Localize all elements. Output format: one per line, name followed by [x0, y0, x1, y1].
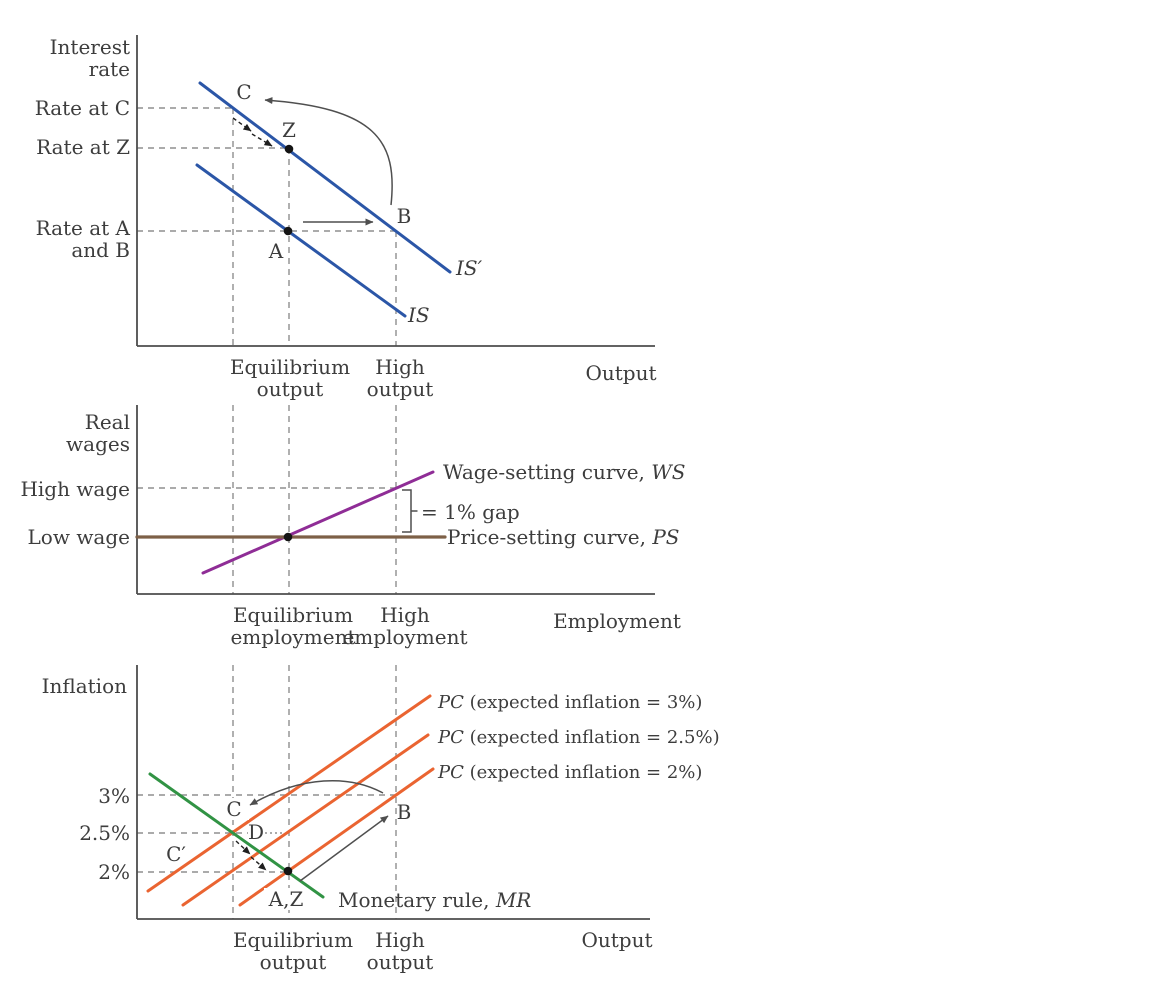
top-y-axis-title: Interest rate: [49, 35, 130, 81]
top-ytick-rate-at-ab: Rate at A and B: [35, 216, 130, 262]
curved-shift-arrow: [264, 97, 393, 206]
top-xtick-high-output: High output: [366, 355, 434, 401]
ps-curve-label: Price-setting curve, PS: [447, 525, 680, 549]
phillips-curve-diagram: [136, 665, 650, 920]
bottom-point-d-label: D: [247, 820, 265, 844]
bottom-ytick-3pct: 3%: [98, 784, 130, 808]
bottom-point-b-label: B: [396, 800, 412, 824]
labour-market-diagram: [135, 405, 655, 595]
top-ytick-rate-at-z: Rate at Z: [36, 135, 130, 159]
equilibrium-point-dot: [283, 866, 293, 876]
top-point-z-label: Z: [282, 118, 296, 142]
PC-3pct-curve: [146, 694, 432, 893]
pc-3pct-curve-label: PC (expected inflation = 3%): [438, 692, 703, 713]
bottom-ytick-2-5pct: 2.5%: [79, 821, 130, 845]
equilibrium-point-dot: [283, 226, 293, 236]
bottom-x-axis-title: Output: [581, 928, 653, 952]
is-prime-curve-label: IS′: [456, 256, 483, 280]
bottom-xtick-equilibrium-output: Equilibrium output: [232, 928, 354, 974]
middle-x-axis-title: Employment: [553, 609, 681, 633]
PC-2-5pct-curve: [181, 733, 430, 907]
bottom-point-az-label: A,Z: [264, 888, 308, 910]
middle-ytick-low-wage: Low wage: [27, 525, 130, 549]
pc-2-5pct-curve-label: PC (expected inflation = 2.5%): [438, 727, 720, 748]
bottom-ytick-2pct: 2%: [98, 860, 130, 884]
is-curve-label: IS: [408, 303, 430, 327]
middle-ytick-high-wage: High wage: [20, 477, 130, 501]
curved-shift-arrow: [249, 780, 384, 806]
one-percent-gap-label: = 1% gap: [421, 500, 520, 524]
gap-bracket: [402, 489, 418, 533]
adjustment-dashed-arrow: [250, 856, 267, 871]
mr-curve-label: Monetary rule, MR: [338, 888, 532, 912]
ws-curve-label: Wage-setting curve, WS: [443, 460, 686, 484]
top-point-a-label: A: [268, 239, 284, 263]
IS-prime-curve: [198, 81, 452, 274]
WS-curve: [201, 470, 435, 575]
equilibrium-point-dot: [284, 144, 294, 154]
bottom-point-c-label: C: [219, 798, 249, 820]
bottom-y-axis-title: Inflation: [41, 674, 127, 698]
bottom-xtick-high-output: High output: [366, 928, 434, 974]
top-xtick-equilibrium-output: Equilibrium output: [229, 355, 351, 401]
MR-curve: [148, 772, 325, 899]
adjustment-dashed-arrow: [251, 133, 273, 147]
pc-2pct-curve-label: PC (expected inflation = 2%): [438, 762, 703, 783]
top-point-c-label: C: [236, 80, 252, 104]
shift-arrow: [299, 815, 389, 882]
middle-y-axis-title: Real wages: [66, 410, 130, 456]
IS-curve: [195, 163, 407, 318]
middle-xtick-equilibrium-employment: Equilibrium employment: [230, 603, 356, 649]
adjustment-dashed-arrow: [235, 840, 251, 855]
middle-xtick-high-employment: High employment: [342, 603, 468, 649]
PC-2pct-curve: [238, 767, 435, 907]
equilibrium-point-dot: [283, 532, 293, 542]
bottom-point-cprime-label: C′: [166, 842, 186, 866]
top-ytick-rate-at-c: Rate at C: [34, 96, 130, 120]
is-diagram: [136, 35, 655, 347]
top-x-axis-title: Output: [585, 361, 657, 385]
top-point-b-label: B: [396, 204, 412, 228]
adjustment-dashed-arrow: [232, 117, 252, 132]
